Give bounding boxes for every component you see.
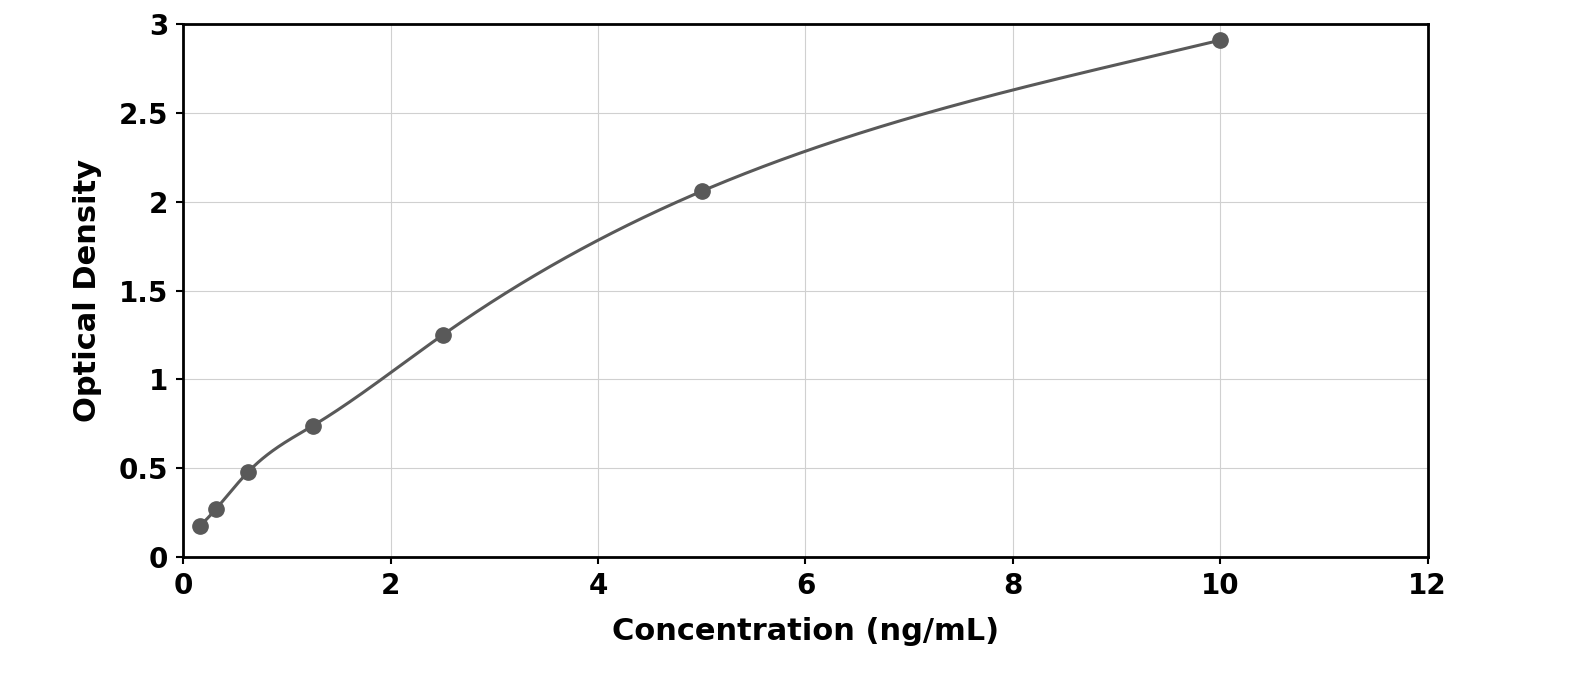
Point [187, 520, 212, 531]
Point [300, 420, 325, 431]
Point [1207, 35, 1233, 46]
Point [431, 329, 456, 340]
Point [236, 466, 262, 477]
Point [689, 185, 715, 197]
Point [203, 504, 228, 515]
Y-axis label: Optical Density: Optical Density [73, 159, 102, 422]
X-axis label: Concentration (ng/mL): Concentration (ng/mL) [612, 617, 998, 646]
